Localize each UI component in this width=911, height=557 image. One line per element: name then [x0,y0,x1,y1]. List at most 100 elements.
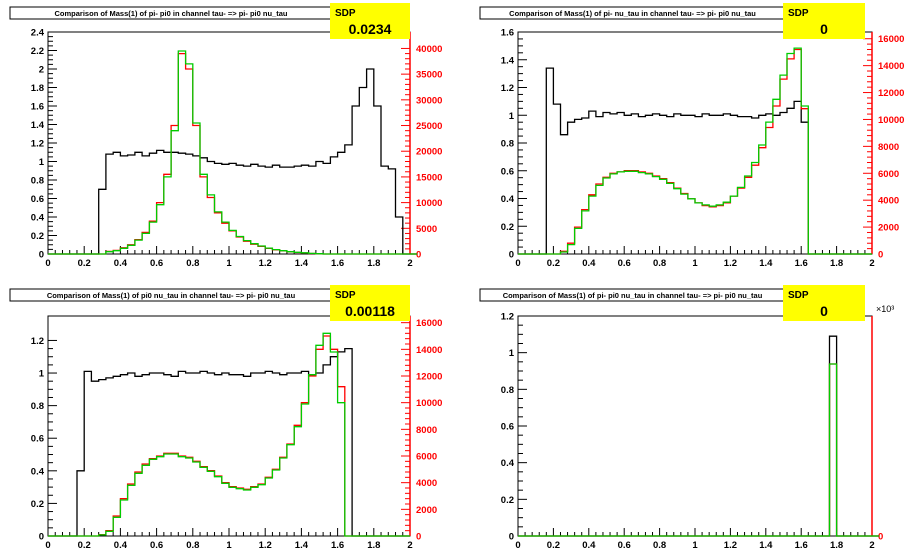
right-axis-multiplier: ×10³ [876,304,894,314]
x-tick-label: 1 [692,258,698,269]
x-tick-label: 1.4 [295,258,309,269]
panel-3: 0 0.2 0.4 0.6 0.8 1 1.2 1.4 1.6 1.8 200.20.40.60.8… [9,285,442,551]
y-left-tick-label: 0.6 [31,194,44,205]
histogram-series-1 [48,347,410,537]
sdp-value: 0 [820,21,828,37]
y-right-tick-label: 12000 [416,372,442,383]
y-right-tick-label: 30000 [416,95,442,106]
y-right-tick-label: 12000 [878,88,904,99]
sdp-value: 0.00118 [345,303,395,319]
y-right-tick-label: 2000 [416,505,437,516]
sdp-label: SDP [335,290,356,301]
x-tick-label: 0.4 [114,258,128,269]
y-right-tick-label: 10000 [416,198,442,209]
y-left-tick-label: 0 [509,250,514,261]
y-left-tick-label: 0.8 [501,139,514,150]
histogram-series-3 [48,332,410,537]
x-tick-label: 0.6 [618,540,631,551]
chart-title: Comparison of Mass(1) of pi- pi0 nu_tau … [503,291,763,300]
x-tick-label: 1 [226,258,232,269]
y-left-tick-label: 0 [39,250,44,261]
y-left-tick-label: 0 [509,532,514,543]
chart-title: Comparison of Mass(1) of pi- nu_tau in c… [509,9,756,18]
y-right-tick-label: 5000 [416,224,437,235]
x-tick-label: 2 [407,258,412,269]
x-tick-label: 1.6 [331,258,344,269]
x-tick-label: 2 [407,540,412,551]
x-tick-label: 1.6 [795,540,808,551]
x-tick-label: 1.8 [830,258,843,269]
y-left-tick-label: 0.2 [31,499,44,510]
x-tick-label: 0.6 [150,540,163,551]
y-right-tick-label: 4000 [878,196,899,207]
plot-frame [47,315,411,537]
y-left-tick-label: 0.4 [501,194,515,205]
x-tick-label: 0.4 [582,540,596,551]
chart-title: Comparison of Mass(1) of pi- pi0 in chan… [55,9,288,18]
x-tick-label: 1.4 [759,540,773,551]
y-right-tick-label: 6000 [878,169,899,180]
x-tick-label: 1.8 [367,540,380,551]
y-left-tick-label: 1.2 [501,312,514,323]
sdp-label: SDP [788,8,809,19]
y-left-tick-label: 1.2 [31,139,44,150]
y-left-tick-label: 1.6 [31,102,44,113]
x-tick-label: 0.6 [150,258,163,269]
plot-frame [47,31,411,255]
x-tick-label: 0.4 [582,258,596,269]
panel-4: 0 0.2 0.4 0.6 0.8 1 1.2 1.4 1.6 1.8 200.20.40.60.8… [479,285,894,551]
y-left-tick-label: 2.4 [31,28,45,39]
x-tick-label: 1.4 [295,540,309,551]
x-tick-label: 1.2 [724,540,737,551]
y-left-tick-label: 0.4 [501,458,515,469]
histogram-series-1 [48,68,418,255]
y-right-tick-label: 16000 [878,34,904,45]
histogram-series-3 [48,50,418,255]
x-tick-label: 0.2 [547,540,560,551]
y-left-tick-label: 1.8 [31,83,44,94]
y-left-tick-label: 0.2 [31,231,44,242]
x-tick-label: 0.2 [78,540,91,551]
y-left-tick-label: 1 [509,111,515,122]
x-tick-label: 0 [515,258,520,269]
y-left-tick-label: 0.2 [501,222,514,233]
x-tick-label: 1.8 [830,540,843,551]
panel-1: 0 0.2 0.4 0.6 0.8 1 1.2 1.4 1.6 1.8 200.20.40.60.8… [9,3,442,269]
x-tick-label: 1.2 [259,540,272,551]
x-tick-label: 0.8 [186,258,199,269]
x-tick-label: 1 [692,540,698,551]
sdp-value: 0 [820,303,828,319]
y-left-tick-label: 0.4 [31,213,45,224]
x-tick-label: 0.6 [618,258,631,269]
y-left-tick-label: 1 [39,157,45,168]
y-left-tick-label: 0.8 [31,176,44,187]
y-left-tick-label: 1.2 [501,83,514,94]
y-right-tick-label: 16000 [416,318,442,329]
y-left-tick-label: 1 [509,348,515,359]
y-right-tick-label: 8000 [878,142,899,153]
x-tick-label: 0.2 [547,258,560,269]
y-left-tick-label: 1.2 [31,336,44,347]
histogram-series-2 [518,363,880,537]
x-tick-label: 0 [45,540,50,551]
x-tick-label: 1.6 [795,258,808,269]
y-right-tick-label: 2000 [878,223,899,234]
chart-title: Comparison of Mass(1) of pi0 nu_tau in c… [47,291,296,300]
plot-frame [517,315,873,537]
y-right-tick-label: 0 [416,532,421,543]
y-right-tick-label: 4000 [416,478,437,489]
y-left-tick-label: 0.6 [501,422,514,433]
y-left-tick-label: 2.2 [31,46,44,57]
y-left-tick-label: 0.6 [501,166,514,177]
y-left-tick-label: 0.6 [31,434,44,445]
sdp-label: SDP [335,8,356,19]
y-right-tick-label: 6000 [416,452,437,463]
x-tick-label: 0.8 [653,258,666,269]
y-right-tick-label: 14000 [878,61,904,72]
y-right-tick-label: 10000 [878,115,904,126]
sdp-label: SDP [788,290,809,301]
x-tick-label: 1.4 [759,258,773,269]
x-tick-label: 1 [226,540,232,551]
